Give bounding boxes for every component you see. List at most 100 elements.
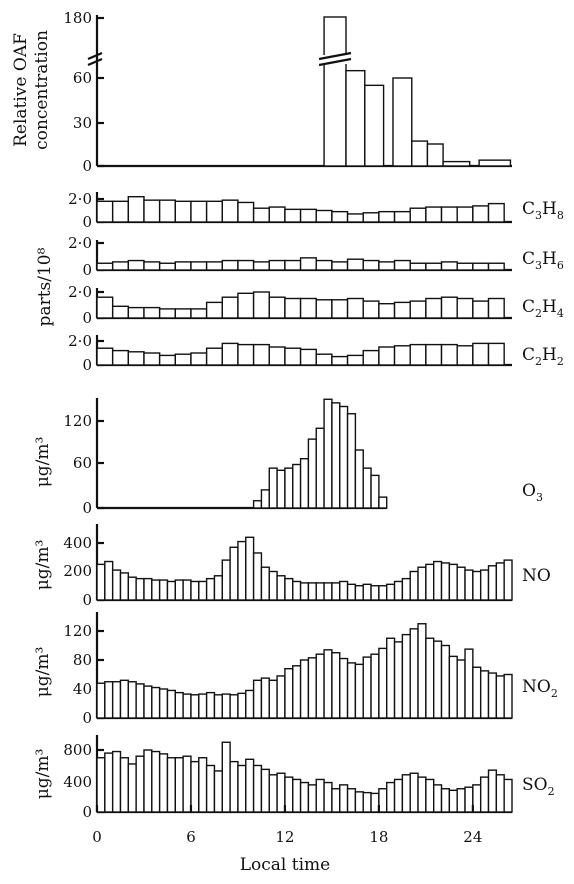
- bar-c2h2-2: [127, 351, 145, 366]
- axis-break-mark-2: [87, 57, 103, 67]
- bar-c2h2-9: [237, 343, 255, 366]
- y-tick-label-o3-0: 0: [82, 499, 92, 517]
- bar-so2-27: [307, 784, 317, 813]
- species-label-part-c3h8-1: 3: [535, 209, 542, 222]
- axis-break-mark-1: [87, 51, 103, 61]
- bar-no2-23: [276, 675, 286, 719]
- bar-so2-12: [190, 760, 200, 813]
- bar-no2-27: [307, 657, 317, 719]
- bar-c2h4-21: [425, 297, 443, 319]
- y-tick-label-no2-0: 0: [82, 709, 92, 727]
- bar-c2h4-13: [299, 297, 317, 319]
- bar-no2-8: [158, 688, 169, 719]
- bar-no-40: [409, 570, 419, 601]
- bar-so2-2: [111, 750, 122, 813]
- y-tick-label-so2-0: 0: [82, 803, 92, 821]
- species-label-c2h2: C2H2: [522, 345, 564, 368]
- bar-no-8: [158, 579, 169, 601]
- species-label-no: NO: [522, 566, 551, 586]
- bar-no2-21: [260, 677, 270, 719]
- bar-c3h8-5: [174, 200, 192, 223]
- bar-c3h8-4: [158, 199, 177, 223]
- bar-no-3: [119, 572, 130, 601]
- bar-no-43: [432, 560, 443, 601]
- bar-c3h8-6: [190, 200, 208, 223]
- bar-no-29: [323, 582, 333, 601]
- bar-c2h4-1: [111, 305, 130, 319]
- bar-o3-35: [370, 474, 380, 509]
- bar-so2-51: [495, 774, 505, 813]
- bar-c3h6-23: [456, 262, 474, 271]
- species-label-part-c3h8-0: C: [522, 199, 535, 219]
- bar-no2-2: [111, 681, 122, 719]
- bar-c3h8-9: [237, 201, 255, 223]
- bar-no2-35: [370, 653, 380, 719]
- species-label-o3: O3: [522, 481, 543, 504]
- bar-c2h4-0: [96, 296, 114, 319]
- bar-so2-41: [417, 776, 427, 813]
- bar-no-12: [190, 580, 200, 601]
- oaf-axis-label-line1: Relative OAF: [11, 33, 31, 147]
- y-tick-label-no-1: 200: [63, 562, 92, 580]
- bar-so2-4: [127, 763, 137, 813]
- species-label-part-c2h4-1: 2: [535, 307, 542, 320]
- bar-c3h6-10: [252, 261, 270, 271]
- bar-so2-10: [174, 757, 184, 813]
- bar-c3h8-1: [111, 200, 130, 223]
- bar-no2-42: [425, 637, 435, 719]
- unit-label-no: μg/m³: [33, 540, 53, 591]
- bar-c2h2-17: [362, 349, 380, 366]
- bar-no-2: [111, 569, 122, 601]
- species-label-no2: NO2: [522, 677, 558, 700]
- bar-so2-42: [425, 778, 435, 813]
- bar-o3-33: [354, 449, 364, 509]
- bar-so2-29: [323, 781, 333, 813]
- bar-o3-28: [315, 427, 325, 509]
- bar-c2h2-14: [315, 353, 333, 366]
- y-tick-label-o3-1: 60: [73, 454, 92, 472]
- bar-o3-27: [307, 438, 317, 509]
- bar-c2h2-10: [252, 343, 270, 366]
- bar-no2-47: [464, 648, 474, 719]
- bar-no2-1: [104, 681, 114, 719]
- x-tick-label-4: 24: [463, 828, 482, 846]
- bar-no2-9: [166, 689, 177, 719]
- bar-c3h6-6: [190, 261, 208, 271]
- bar-c2h4-14: [315, 299, 333, 319]
- bar-so2-24: [284, 776, 294, 813]
- bar-so2-50: [487, 769, 498, 813]
- bar-no-7: [151, 579, 161, 601]
- bar-so2-31: [339, 784, 349, 813]
- bar-no-31: [339, 580, 349, 601]
- oaf-axis-label: Relative OAFconcentration: [11, 30, 52, 150]
- y-tick-label-no-2: 400: [63, 534, 92, 552]
- bar-c2h2-3: [143, 352, 161, 366]
- bar-c3h8-18: [378, 210, 396, 223]
- bar-c2h2-16: [346, 354, 364, 366]
- bar-so2-25: [292, 778, 302, 813]
- bar-no2-31: [339, 657, 349, 719]
- bar-o3-25: [292, 463, 302, 509]
- bar-no2-50: [487, 672, 498, 719]
- bar-c2h4-9: [237, 292, 255, 319]
- bar-c3h6-18: [378, 261, 396, 271]
- bar-no2-33: [354, 663, 364, 719]
- bar-c2h4-22: [440, 296, 458, 319]
- bar-no-24: [284, 577, 294, 601]
- species-label-part-so2-1: 2: [548, 785, 555, 798]
- bar-no-38: [393, 580, 404, 601]
- bar-c2h4-15: [331, 299, 349, 319]
- bar-c3h6-9: [237, 259, 255, 271]
- bar-no-1: [104, 560, 114, 601]
- species-label-part-c2h4-3: 4: [557, 307, 564, 320]
- bar-so2-6: [143, 749, 153, 813]
- bar-no2-36: [378, 647, 388, 719]
- bar-c2h2-4: [158, 354, 177, 366]
- oaf-axis-label-line2: concentration: [32, 30, 52, 150]
- x-tick-label-1: 6: [186, 828, 196, 846]
- bar-no-39: [401, 577, 411, 601]
- bar-no2-22: [268, 679, 278, 719]
- bar-so2-45: [448, 789, 458, 813]
- bar-c2h4-5: [174, 308, 192, 319]
